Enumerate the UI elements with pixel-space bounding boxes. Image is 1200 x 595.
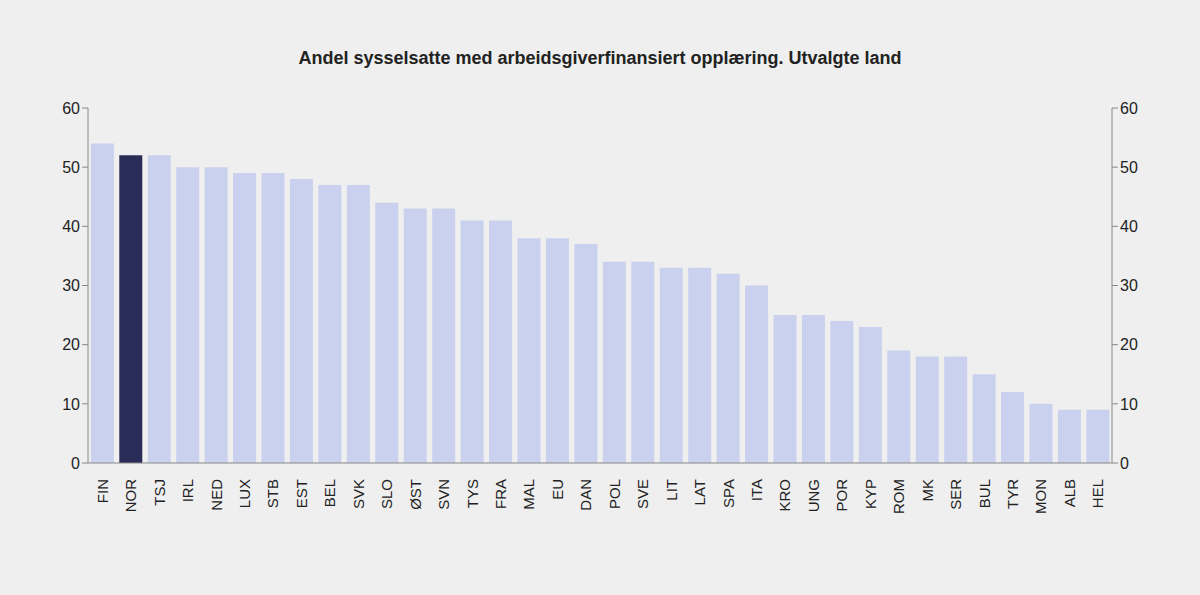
svg-text:IRL: IRL: [179, 479, 196, 502]
svg-text:DAN: DAN: [577, 479, 594, 511]
svg-text:LIT: LIT: [663, 479, 680, 501]
html-text:Andel sysselsatte med arbeidsg: Andel sysselsatte med arbeidsgiverfinans…: [298, 48, 902, 68]
svg-text:10: 10: [1120, 396, 1138, 413]
svg-text:30: 30: [1120, 277, 1138, 294]
svg-text:SLO: SLO: [378, 479, 395, 509]
svg-text:MK: MK: [919, 479, 936, 502]
svg-text:TYR: TYR: [1004, 479, 1021, 509]
svg-text:BEL: BEL: [321, 479, 338, 507]
svg-text:MON: MON: [1032, 479, 1049, 514]
svg-text:SVK: SVK: [350, 479, 367, 509]
svg-text:SER: SER: [947, 479, 964, 510]
svg-text:EU: EU: [549, 479, 566, 500]
svg-text:STB: STB: [264, 479, 281, 508]
svg-text:20: 20: [62, 336, 80, 353]
svg-text:EST: EST: [293, 479, 310, 508]
svg-text:FIN: FIN: [94, 479, 111, 503]
svg-text:NOR: NOR: [122, 479, 139, 513]
svg-text:FRA: FRA: [492, 479, 509, 509]
svg-text:LAT: LAT: [691, 479, 708, 505]
svg-text:SVE: SVE: [634, 479, 651, 509]
svg-text:SPA: SPA: [720, 479, 737, 508]
svg-text:POR: POR: [833, 479, 850, 512]
svg-text:LUX: LUX: [236, 479, 253, 508]
svg-text:30: 30: [62, 277, 80, 294]
svg-text:40: 40: [62, 218, 80, 235]
svg-text:10: 10: [62, 396, 80, 413]
svg-text:HEL: HEL: [1089, 479, 1106, 508]
svg-text:0: 0: [1120, 455, 1129, 472]
svg-text:50: 50: [1120, 159, 1138, 176]
svg-text:20: 20: [1120, 336, 1138, 353]
svg-text:SVN: SVN: [435, 479, 452, 510]
svg-text:40: 40: [1120, 218, 1138, 235]
svg-text:ROM: ROM: [890, 479, 907, 514]
svg-text:KRO: KRO: [776, 479, 793, 512]
svg-text:ØST: ØST: [407, 479, 424, 510]
svg-text:60: 60: [1120, 100, 1138, 117]
svg-text:POL: POL: [606, 479, 623, 509]
svg-text:0: 0: [71, 455, 80, 472]
svg-text:TSJ: TSJ: [151, 479, 168, 506]
svg-text:50: 50: [62, 159, 80, 176]
svg-text:MAL: MAL: [520, 479, 537, 510]
svg-text:BUL: BUL: [976, 479, 993, 508]
svg-text:KYP: KYP: [862, 479, 879, 509]
svg-text:UNG: UNG: [805, 479, 822, 512]
svg-text:ITA: ITA: [748, 479, 765, 501]
svg-text:60: 60: [62, 100, 80, 117]
svg-text:ALB: ALB: [1061, 479, 1078, 507]
svg-text:NED: NED: [208, 479, 225, 511]
svg-text:TYS: TYS: [464, 479, 481, 508]
